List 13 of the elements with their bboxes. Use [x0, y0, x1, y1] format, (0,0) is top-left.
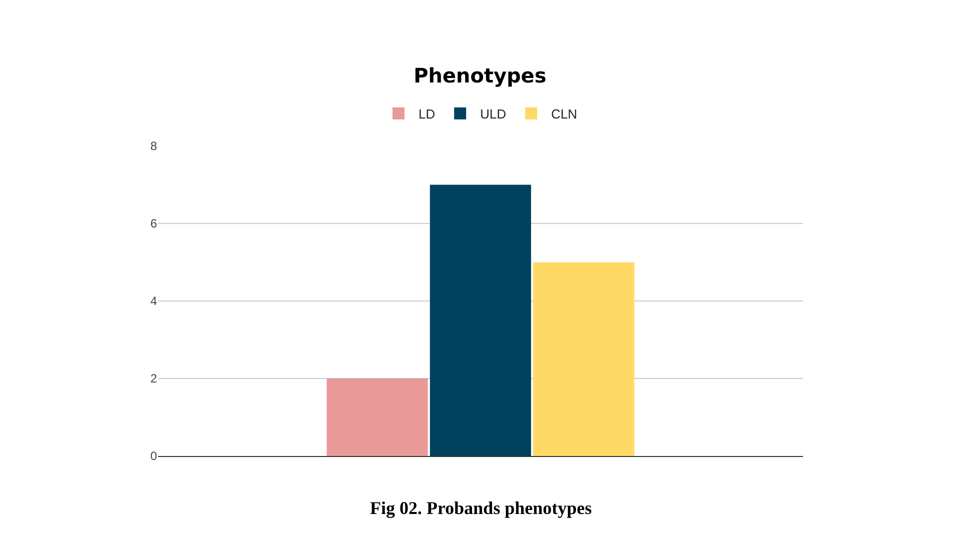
- legend-label: CLN: [551, 106, 578, 122]
- bar: [533, 262, 634, 456]
- caption: Fig 02. Probands phenotypes: [370, 498, 592, 518]
- chart-title: Phenotypes: [414, 64, 546, 88]
- bar: [430, 184, 532, 456]
- bar: [326, 378, 428, 456]
- y-tick-label: 0: [150, 449, 158, 464]
- y-tick-label: 6: [150, 216, 158, 231]
- y-tick-label: 8: [150, 139, 158, 154]
- legend-label: ULD: [480, 106, 506, 122]
- y-tick-label: 4: [150, 294, 158, 308]
- legend-label: LD: [418, 106, 436, 122]
- y-tick-label: 2: [150, 372, 158, 386]
